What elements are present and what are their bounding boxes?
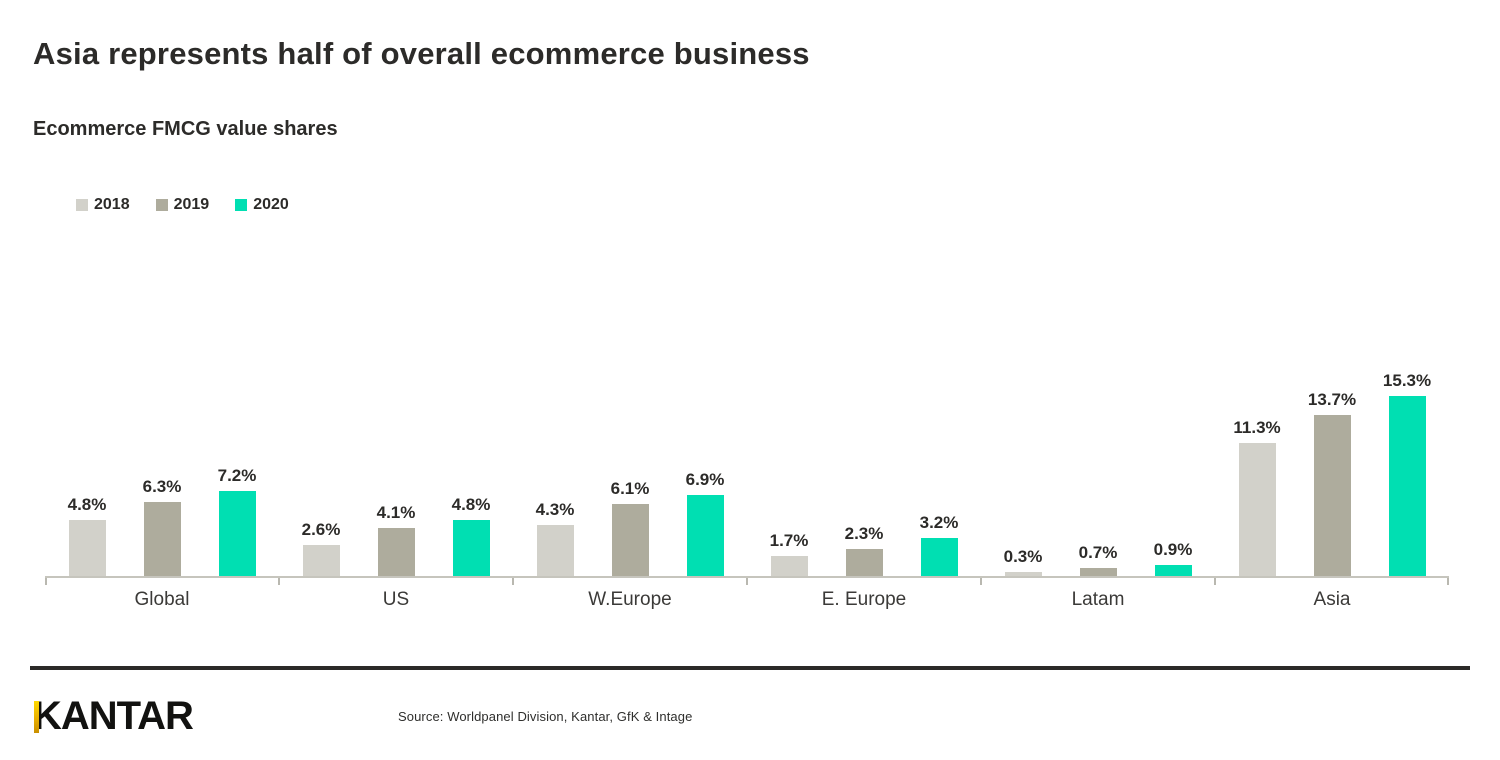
bar-2018 bbox=[1004, 572, 1042, 576]
value-label: 0.7% bbox=[1078, 542, 1118, 562]
bar-wrap: 6.1% bbox=[610, 479, 650, 576]
bar-group-latam: 0.3% 0.7% 0.9% Latam bbox=[981, 233, 1215, 610]
bar-2020 bbox=[686, 494, 724, 576]
kantar-logo-gold-bar bbox=[33, 701, 39, 733]
category-label: Latam bbox=[1071, 589, 1125, 610]
bar-group-asia: 11.3% 13.7% 15.3% Asia bbox=[1215, 233, 1449, 610]
legend-item-2020: 2020 bbox=[235, 196, 289, 214]
axis-tick bbox=[979, 578, 982, 585]
value-label: 2.3% bbox=[844, 523, 884, 543]
bar-wrap: 4.8% bbox=[67, 494, 107, 576]
bar-group-us: 2.6% 4.1% 4.8% US bbox=[279, 233, 513, 610]
value-label: 6.1% bbox=[610, 479, 650, 499]
value-label: 6.9% bbox=[685, 469, 725, 489]
bar-2018 bbox=[302, 545, 340, 576]
value-label: 0.3% bbox=[1003, 547, 1043, 567]
bar-wrap: 4.1% bbox=[376, 502, 416, 576]
bar-2018 bbox=[1238, 443, 1276, 576]
legend-item-2018: 2018 bbox=[76, 196, 130, 214]
kantar-logo: KANTAR bbox=[33, 694, 194, 738]
bar-2019 bbox=[1079, 567, 1117, 576]
legend-item-2019: 2019 bbox=[155, 196, 210, 214]
bar-group-global: 4.8% 6.3% 7.2% Global bbox=[45, 233, 279, 610]
bar-wrap: 6.9% bbox=[685, 469, 725, 576]
bar-group-e-europe: 1.7% 2.3% 3.2% E. Europe bbox=[747, 233, 981, 610]
bar-wrap: 3.2% bbox=[919, 513, 959, 576]
bar-2019 bbox=[845, 548, 883, 576]
footer-divider bbox=[30, 666, 1470, 670]
axis-tick bbox=[1214, 578, 1216, 585]
bar-2019 bbox=[143, 501, 181, 576]
bar-2020 bbox=[1388, 396, 1426, 576]
bar-wrap: 2.3% bbox=[844, 523, 884, 576]
bar-wrap: 6.3% bbox=[142, 476, 182, 576]
bar-2019 bbox=[377, 527, 415, 576]
bar-wrap: 13.7% bbox=[1308, 390, 1356, 576]
bar-wrap: 0.7% bbox=[1078, 542, 1118, 576]
bar-group-w-europe: 4.3% 6.1% 6.9% W.Europe bbox=[513, 233, 747, 610]
value-label: 0.9% bbox=[1153, 540, 1193, 560]
value-label: 2.6% bbox=[301, 520, 341, 540]
value-label: 15.3% bbox=[1382, 371, 1432, 391]
value-label: 11.3% bbox=[1233, 418, 1281, 438]
bar-2018 bbox=[536, 525, 574, 576]
legend-swatch-icon bbox=[155, 199, 168, 211]
category-label: Global bbox=[134, 589, 190, 610]
source-note: Source: Worldpanel Division, Kantar, GfK… bbox=[398, 709, 693, 724]
page-title: Asia represents half of overall ecommerc… bbox=[33, 36, 810, 71]
bar-2018 bbox=[68, 519, 106, 576]
bar-wrap: 7.2% bbox=[217, 466, 257, 576]
value-label: 1.7% bbox=[769, 531, 809, 551]
bar-2020 bbox=[920, 538, 958, 576]
category-label: E. Europe bbox=[821, 589, 907, 610]
kantar-logo-text: KANTAR bbox=[33, 694, 194, 738]
value-label: 4.8% bbox=[451, 494, 491, 514]
bar-wrap: 0.9% bbox=[1153, 540, 1193, 576]
bar-2019 bbox=[1313, 414, 1351, 576]
chart-legend: 2018 2019 2020 bbox=[76, 196, 289, 214]
bar-wrap: 2.6% bbox=[301, 520, 341, 576]
legend-swatch-icon bbox=[235, 199, 248, 211]
value-label: 13.7% bbox=[1307, 389, 1357, 409]
value-label: 4.3% bbox=[535, 500, 575, 520]
bar-2018 bbox=[770, 556, 808, 576]
chart-subtitle: Ecommerce FMCG value shares bbox=[33, 118, 338, 140]
legend-label: 2019 bbox=[173, 196, 210, 213]
legend-label: 2018 bbox=[94, 196, 130, 213]
category-label: US bbox=[382, 589, 410, 610]
bar-2020 bbox=[218, 491, 256, 576]
axis-tick bbox=[746, 578, 748, 585]
axis-tick bbox=[1447, 578, 1449, 585]
bar-wrap: 1.7% bbox=[769, 531, 809, 576]
axis-tick bbox=[511, 578, 514, 585]
bar-wrap: 4.3% bbox=[535, 500, 575, 576]
value-label: 6.3% bbox=[142, 476, 182, 496]
bar-chart: 4.8% 6.3% 7.2% Global 2.6% 4.1% 4.8% US 4.3% 6.1%… bbox=[45, 233, 1449, 610]
category-label: Asia bbox=[1313, 589, 1351, 610]
value-label: 7.2% bbox=[217, 466, 257, 486]
value-label: 4.1% bbox=[376, 502, 416, 522]
value-label: 4.8% bbox=[67, 494, 107, 514]
axis-tick bbox=[277, 578, 280, 585]
category-label: W.Europe bbox=[588, 589, 672, 610]
bar-2020 bbox=[1154, 565, 1192, 576]
bar-wrap: 4.8% bbox=[451, 494, 491, 576]
bar-wrap: 0.3% bbox=[1003, 547, 1043, 576]
bar-2019 bbox=[611, 504, 649, 576]
bar-wrap: 15.3% bbox=[1383, 371, 1431, 576]
value-label: 3.2% bbox=[919, 513, 959, 533]
bar-wrap: 11.3% bbox=[1233, 418, 1281, 576]
legend-swatch-icon bbox=[76, 199, 88, 211]
legend-label: 2020 bbox=[253, 196, 289, 213]
bar-2020 bbox=[452, 519, 490, 576]
axis-tick bbox=[45, 578, 47, 585]
